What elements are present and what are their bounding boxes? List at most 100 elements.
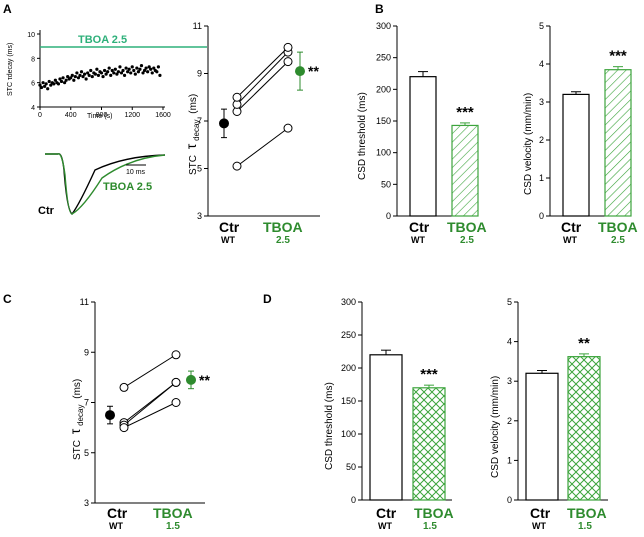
significance: *** [420, 366, 438, 383]
pair-line [123, 402, 177, 429]
axis-ticks: 0 1 2 3 4 5 [507, 297, 518, 505]
y-tick-label: 4 [539, 59, 544, 69]
bars: *** [562, 48, 632, 217]
data-point [132, 68, 136, 73]
x-label-wt: WT [221, 235, 235, 245]
data-point [59, 79, 64, 84]
x-label-wt: WT [378, 521, 392, 531]
tboa-bar [451, 124, 479, 217]
y-label-stc: STC [188, 155, 199, 175]
panel-a-traces: 10 ms TBOA 2.5 Ctr [38, 153, 166, 217]
x-tick-label: 400 [65, 112, 77, 119]
significance: ** [578, 335, 590, 352]
axis-ticks: 0 50 100 150 200 250 300 [341, 297, 362, 505]
significance: *** [609, 48, 627, 65]
x-tick-label: 0 [38, 112, 42, 119]
data-point [107, 66, 111, 70]
panel-label-c: C [3, 292, 12, 306]
data-point [86, 71, 90, 75]
y-tick-label: 10 [27, 32, 35, 39]
x-label-ctr: Ctr [219, 219, 240, 235]
pair-line [123, 382, 177, 426]
x-label-tboa: TBOA [414, 505, 454, 521]
tboa-point [283, 42, 293, 52]
ctr-mean [219, 118, 229, 129]
y-tick-label: 150 [341, 396, 356, 406]
data-point [101, 74, 105, 79]
pair-line [236, 127, 289, 167]
panel-d-threshold: 0 50 100 150 200 250 300 *** CSD threshold (ms… [324, 297, 454, 532]
data-point [156, 65, 160, 69]
data-point [127, 67, 131, 71]
data-point [115, 72, 119, 76]
data-point [136, 70, 140, 74]
data-point [146, 70, 150, 74]
y-tick-label: 3 [84, 498, 89, 508]
y-tick-label: 0 [539, 211, 544, 221]
y-tick-label: 0 [507, 495, 512, 505]
mean-markers: ** [105, 370, 210, 425]
data-point [89, 68, 93, 73]
y-tick-label: 4 [31, 105, 35, 112]
pair-line [236, 47, 289, 98]
data-point [41, 81, 45, 85]
ctr-point [119, 423, 129, 433]
y-axis-title: CSD threshold (ms) [324, 382, 335, 470]
data-point [129, 71, 133, 75]
axis-ticks: 3 5 7 9 11 [80, 297, 95, 508]
y-tick-label: 1 [539, 173, 544, 183]
y-axis-title: CSD velocity (mm/min) [490, 376, 501, 478]
axis-ticks: 3 5 7 9 11 [193, 21, 208, 221]
pair-lines [119, 350, 181, 433]
bars: ** [525, 335, 601, 501]
y-tick-label: 2 [507, 416, 512, 426]
y-tick-label: 150 [376, 116, 391, 126]
x-label-conc: 1.5 [423, 521, 437, 532]
tboa-point [283, 57, 293, 67]
data-points [38, 64, 162, 91]
y-tick-label: 9 [84, 347, 89, 357]
pair-line [236, 51, 289, 105]
tboa-label: TBOA 2.5 [78, 34, 127, 46]
trace-legend-ctr: Ctr [38, 205, 55, 217]
data-point [133, 72, 137, 76]
y-tick-label: 250 [341, 330, 356, 340]
tboa-trace [45, 153, 166, 215]
x-label-tboa: TBOA [263, 219, 303, 235]
y-tick-label: 11 [80, 297, 89, 307]
y-axis-title: STC τdecay (ms) [7, 43, 14, 96]
data-point [110, 68, 114, 73]
mean-markers: ** [219, 51, 319, 139]
data-point [56, 82, 61, 86]
x-label-tboa: TBOA [447, 219, 487, 235]
data-point [81, 74, 85, 79]
data-point [61, 76, 65, 80]
data-point [126, 70, 130, 74]
bars: *** [369, 349, 446, 501]
data-point [147, 65, 151, 69]
ctr-bar [525, 372, 559, 501]
pair-lines [232, 42, 293, 171]
data-point [116, 70, 121, 74]
x-tick-label: 800 [96, 112, 108, 119]
tboa-point [283, 123, 293, 133]
panel-a-paired: 3 5 7 9 11 ** STC τ decay (ms) Ctr WT TBOA 2… [183, 21, 320, 246]
y-tick-label: 6 [31, 81, 35, 88]
y-tick-label: 200 [341, 363, 356, 373]
data-point [72, 78, 76, 82]
panel-d-velocity: 0 1 2 3 4 5 ** CSD velocity (mm/min) Ctr WT T… [490, 297, 608, 532]
y-tick-label: 11 [193, 21, 202, 31]
data-point [43, 84, 47, 88]
data-point [73, 74, 77, 79]
tboa-mean [186, 374, 196, 385]
y-tick-label: 3 [507, 376, 512, 386]
y-label-unit: (ms) [72, 379, 83, 399]
y-tick-label: 50 [381, 179, 391, 189]
data-point [44, 82, 48, 86]
panel-label-a: A [3, 2, 12, 16]
y-tick-label: 3 [197, 211, 202, 221]
data-point [95, 67, 99, 71]
data-point [70, 73, 74, 77]
panel-a-timecourse: TBOA 2.5 0 400 800 1200 1600 4 6 8 10 Time (s) S… [7, 30, 207, 120]
